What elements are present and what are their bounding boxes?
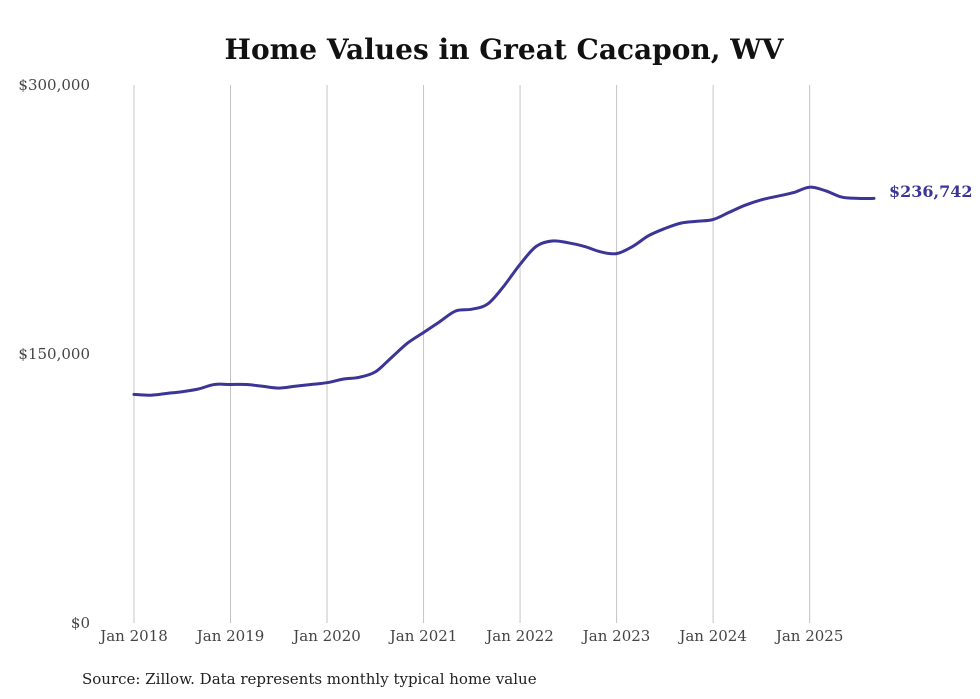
x-tick-label: Jan 2024	[677, 627, 747, 645]
y-tick-label: $0	[71, 614, 90, 632]
series-line-home-value	[132, 185, 876, 397]
y-tick-label: $150,000	[18, 345, 90, 363]
y-axis-ticks: $0 $150,000 $300,000	[18, 76, 90, 632]
chart-title: Home Values in Great Cacapon, WV	[225, 33, 785, 66]
x-tick-label: Jan 2023	[581, 627, 651, 645]
end-value-label: $236,742	[889, 182, 973, 201]
x-axis-ticks: Jan 2018 Jan 2019 Jan 2020 Jan 2021 Jan 2022…	[98, 627, 843, 645]
x-tick-label: Jan 2020	[291, 627, 361, 645]
source-note: Source: Zillow. Data represents monthly …	[82, 670, 537, 688]
x-tick-label: Jan 2021	[388, 627, 458, 645]
x-tick-label: Jan 2025	[774, 627, 844, 645]
grid-lines	[133, 85, 811, 623]
y-tick-label: $300,000	[18, 76, 90, 94]
x-tick-label: Jan 2022	[484, 627, 554, 645]
x-tick-label: Jan 2018	[98, 627, 168, 645]
x-tick-label: Jan 2019	[195, 627, 265, 645]
